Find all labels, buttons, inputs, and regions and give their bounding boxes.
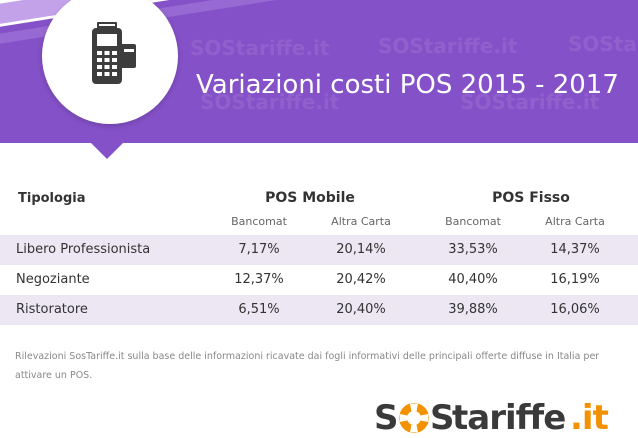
row-label: Libero Professionista: [16, 242, 151, 257]
watermark: SOStariffe.it: [190, 36, 330, 60]
lifebuoy-icon: [399, 403, 429, 433]
watermark: SOStariffe.it: [200, 90, 340, 114]
subcolumn-header: Bancomat: [445, 215, 501, 228]
type-column-header: Tipologia: [18, 191, 86, 206]
row-label: Ristoratore: [16, 302, 88, 317]
table-cell: 40,40%: [448, 272, 498, 287]
table-row: Negoziante 12,37% 20,42% 40,40% 16,19%: [0, 265, 638, 295]
logo-suffix: .it: [570, 398, 609, 438]
table-cell: 20,42%: [336, 272, 386, 287]
table-cell: 16,19%: [550, 272, 600, 287]
table-cell: 6,51%: [238, 302, 280, 317]
logo-word: tariffe: [452, 398, 566, 438]
logo-letter: S: [374, 398, 398, 438]
table-cell: 39,88%: [448, 302, 498, 317]
table-row: Libero Professionista 7,17% 20,14% 33,53…: [0, 235, 638, 265]
watermark: SOStariffe.it: [378, 34, 518, 58]
subcolumn-header: Altra Carta: [331, 215, 391, 228]
row-label: Negoziante: [16, 272, 90, 287]
subcolumn-header: Altra Carta: [545, 215, 605, 228]
group-header-pos-fisso: POS Fisso: [492, 190, 570, 206]
table-cell: 12,37%: [234, 272, 284, 287]
table-cell: 20,14%: [336, 242, 386, 257]
watermark: SOStariffe.it: [568, 32, 638, 56]
page-title: Variazioni costi POS 2015 - 2017: [196, 70, 619, 100]
table-cell: 14,37%: [550, 242, 600, 257]
table-cell: 7,17%: [238, 242, 280, 257]
subcolumn-header: Bancomat: [231, 215, 287, 228]
group-header-pos-mobile: POS Mobile: [265, 190, 355, 206]
footnote: Rilevazioni SosTariffe.it sulla base del…: [15, 351, 600, 381]
table-cell: 33,53%: [448, 242, 498, 257]
pos-terminal-icon: [92, 22, 136, 84]
table-cell: 20,40%: [336, 302, 386, 317]
table-cell: 16,06%: [550, 302, 600, 317]
watermark: SOStariffe.it: [460, 90, 600, 114]
table-row: Ristoratore 6,51% 20,40% 39,88% 16,06%: [0, 295, 638, 325]
header-pointer: [91, 143, 123, 159]
logo-letter: S: [430, 398, 454, 438]
